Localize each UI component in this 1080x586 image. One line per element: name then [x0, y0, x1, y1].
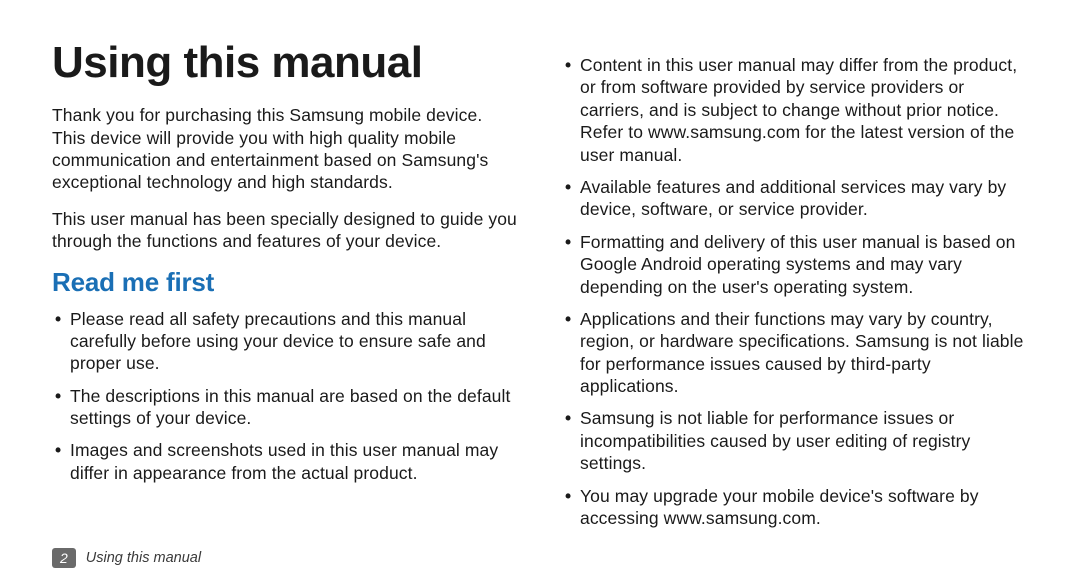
list-item: Formatting and delivery of this user man…	[562, 231, 1028, 298]
list-item: The descriptions in this manual are base…	[52, 385, 518, 430]
right-column: Content in this user manual may differ f…	[562, 40, 1028, 539]
intro-paragraph-2: This user manual has been specially desi…	[52, 208, 518, 253]
page-footer: 2 Using this manual	[52, 548, 201, 568]
left-column: Using this manual Thank you for purchasi…	[52, 40, 518, 539]
footer-section-label: Using this manual	[86, 550, 201, 566]
list-item: Images and screenshots used in this user…	[52, 439, 518, 484]
list-item: Samsung is not liable for performance is…	[562, 407, 1028, 474]
list-item: You may upgrade your mobile device's sof…	[562, 485, 1028, 530]
section-heading-read-me-first: Read me first	[52, 267, 518, 298]
page-number-badge: 2	[52, 548, 76, 568]
two-column-layout: Using this manual Thank you for purchasi…	[52, 40, 1028, 539]
right-bullet-list: Content in this user manual may differ f…	[562, 54, 1028, 529]
intro-paragraph-1: Thank you for purchasing this Samsung mo…	[52, 104, 518, 194]
list-item: Available features and additional servic…	[562, 176, 1028, 221]
list-item: Content in this user manual may differ f…	[562, 54, 1028, 166]
list-item: Please read all safety precautions and t…	[52, 308, 518, 375]
left-bullet-list: Please read all safety precautions and t…	[52, 308, 518, 485]
list-item: Applications and their functions may var…	[562, 308, 1028, 398]
page-title: Using this manual	[52, 40, 518, 86]
